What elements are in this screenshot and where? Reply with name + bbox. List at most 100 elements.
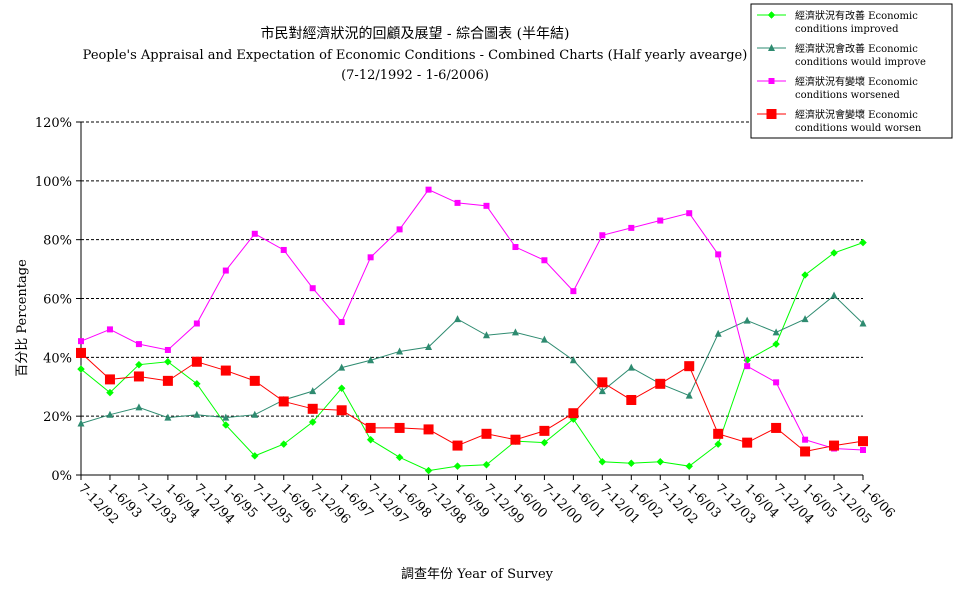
- data-point: [250, 452, 259, 460]
- chart-period: (7-12/1992 - 1-6/2006): [341, 68, 489, 83]
- data-point: [800, 446, 811, 457]
- data-point: [454, 199, 461, 206]
- data-point: [133, 371, 144, 382]
- chart-subtitle: People's Appraisal and Expectation of Ec…: [83, 48, 748, 63]
- series-line: [80, 242, 864, 472]
- data-point: [482, 460, 491, 469]
- series-layer: [76, 186, 868, 475]
- data-point: [714, 329, 722, 337]
- data-point: [249, 375, 260, 386]
- legend-label: conditions improved: [795, 24, 899, 35]
- data-point: [829, 440, 840, 451]
- data-point: [221, 421, 230, 429]
- data-point: [512, 244, 519, 251]
- data-point: [423, 424, 434, 435]
- data-point: [684, 361, 695, 372]
- data-point: [483, 202, 490, 209]
- data-point: [540, 335, 548, 343]
- data-point: [767, 11, 776, 19]
- data-point: [135, 403, 143, 411]
- data-point: [222, 267, 229, 274]
- data-point: [453, 462, 462, 471]
- data-point: [222, 413, 230, 421]
- data-point: [540, 438, 549, 447]
- data-point: [511, 328, 519, 336]
- data-point: [251, 410, 259, 418]
- data-point: [801, 315, 809, 323]
- data-point: [539, 425, 550, 436]
- data-point: [627, 363, 635, 371]
- data-point: [77, 365, 85, 373]
- data-point: [193, 320, 200, 327]
- data-point: [278, 396, 289, 407]
- data-point: [425, 186, 432, 193]
- data-point: [744, 363, 751, 370]
- data-point: [802, 436, 809, 443]
- data-point: [598, 457, 607, 466]
- legend-box: [750, 3, 953, 139]
- data-point: [307, 403, 318, 414]
- legend: 經濟狀況有改善 Economic conditions improved 經濟狀況會…: [750, 3, 953, 139]
- grid-lines: [81, 121, 863, 417]
- data-point: [714, 440, 723, 448]
- data-point: [162, 375, 173, 386]
- data-point: [77, 419, 85, 427]
- data-point: [568, 408, 579, 419]
- legend-label: conditions worsened: [795, 90, 900, 101]
- data-point: [367, 356, 375, 364]
- data-point: [164, 357, 172, 366]
- data-point: [541, 257, 548, 264]
- data-point: [685, 462, 694, 471]
- data-point: [424, 466, 433, 475]
- data-point: [599, 232, 606, 239]
- data-point: [251, 230, 258, 237]
- data-point: [395, 453, 404, 462]
- data-point: [337, 384, 346, 393]
- axes: [76, 121, 864, 480]
- data-point: [771, 422, 782, 433]
- data-point: [772, 340, 780, 348]
- data-point: [309, 285, 316, 292]
- data-point: [657, 217, 664, 224]
- data-point: [394, 422, 405, 433]
- data-point: [191, 356, 202, 367]
- data-point: [685, 391, 693, 399]
- x-axis-label: 調查年份 Year of Survey: [401, 567, 554, 582]
- data-point: [106, 410, 114, 418]
- data-point: [396, 347, 404, 355]
- data-point: [220, 365, 231, 376]
- data-point: [279, 440, 288, 448]
- data-point: [743, 316, 751, 324]
- data-point: [193, 410, 201, 418]
- data-point: [396, 226, 403, 233]
- data-point: [76, 347, 86, 358]
- data-point: [768, 78, 775, 84]
- data-point: [686, 210, 693, 217]
- data-point: [78, 338, 84, 345]
- series-4: [76, 347, 868, 457]
- data-point: [454, 315, 462, 323]
- data-point: [135, 341, 142, 348]
- data-point: [597, 377, 608, 388]
- data-point: [598, 387, 606, 395]
- data-point: [830, 249, 838, 257]
- legend-label: conditions would worsen: [795, 123, 922, 134]
- legend-label: 經濟狀況有改善 Economic: [795, 9, 918, 22]
- data-point: [482, 331, 490, 339]
- legend-label: 經濟狀況有變壞 Economic: [795, 75, 918, 88]
- y-tick-label: 120%: [35, 116, 72, 131]
- data-point: [164, 413, 172, 421]
- data-point: [626, 394, 637, 405]
- data-point: [860, 446, 866, 453]
- data-point: [338, 363, 346, 371]
- data-point: [570, 288, 577, 295]
- data-point: [164, 346, 171, 353]
- legend-label: 經濟狀況會變壞 Economic: [795, 108, 918, 121]
- legend-label: conditions would improve: [795, 57, 926, 68]
- data-point: [280, 246, 287, 253]
- series-line: [80, 294, 864, 424]
- y-tick-label: 60%: [43, 293, 72, 308]
- series-1: [77, 238, 867, 475]
- y-tick-label: 0%: [51, 469, 72, 484]
- y-tick-labels: 0% 20% 40% 60% 80% 100% 120%: [35, 116, 72, 484]
